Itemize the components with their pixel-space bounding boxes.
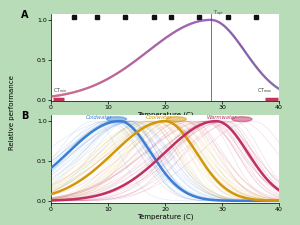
Text: B: B [21, 111, 29, 121]
Text: A: A [21, 10, 29, 20]
Text: Coldwater: Coldwater [86, 115, 113, 119]
Text: T$_{\rm opt}$: T$_{\rm opt}$ [214, 9, 225, 19]
Text: Warmwater: Warmwater [207, 115, 237, 119]
Ellipse shape [167, 117, 186, 122]
Text: Relative performance: Relative performance [9, 75, 15, 150]
Text: CT$_{\rm max}$: CT$_{\rm max}$ [257, 86, 273, 95]
Text: Coolwater: Coolwater [146, 115, 172, 119]
Text: CT$_{\rm min}$: CT$_{\rm min}$ [53, 86, 68, 95]
Ellipse shape [106, 117, 127, 122]
X-axis label: Temperature (C): Temperature (C) [137, 112, 193, 118]
X-axis label: Temperature (C): Temperature (C) [137, 213, 193, 220]
Ellipse shape [232, 117, 252, 122]
